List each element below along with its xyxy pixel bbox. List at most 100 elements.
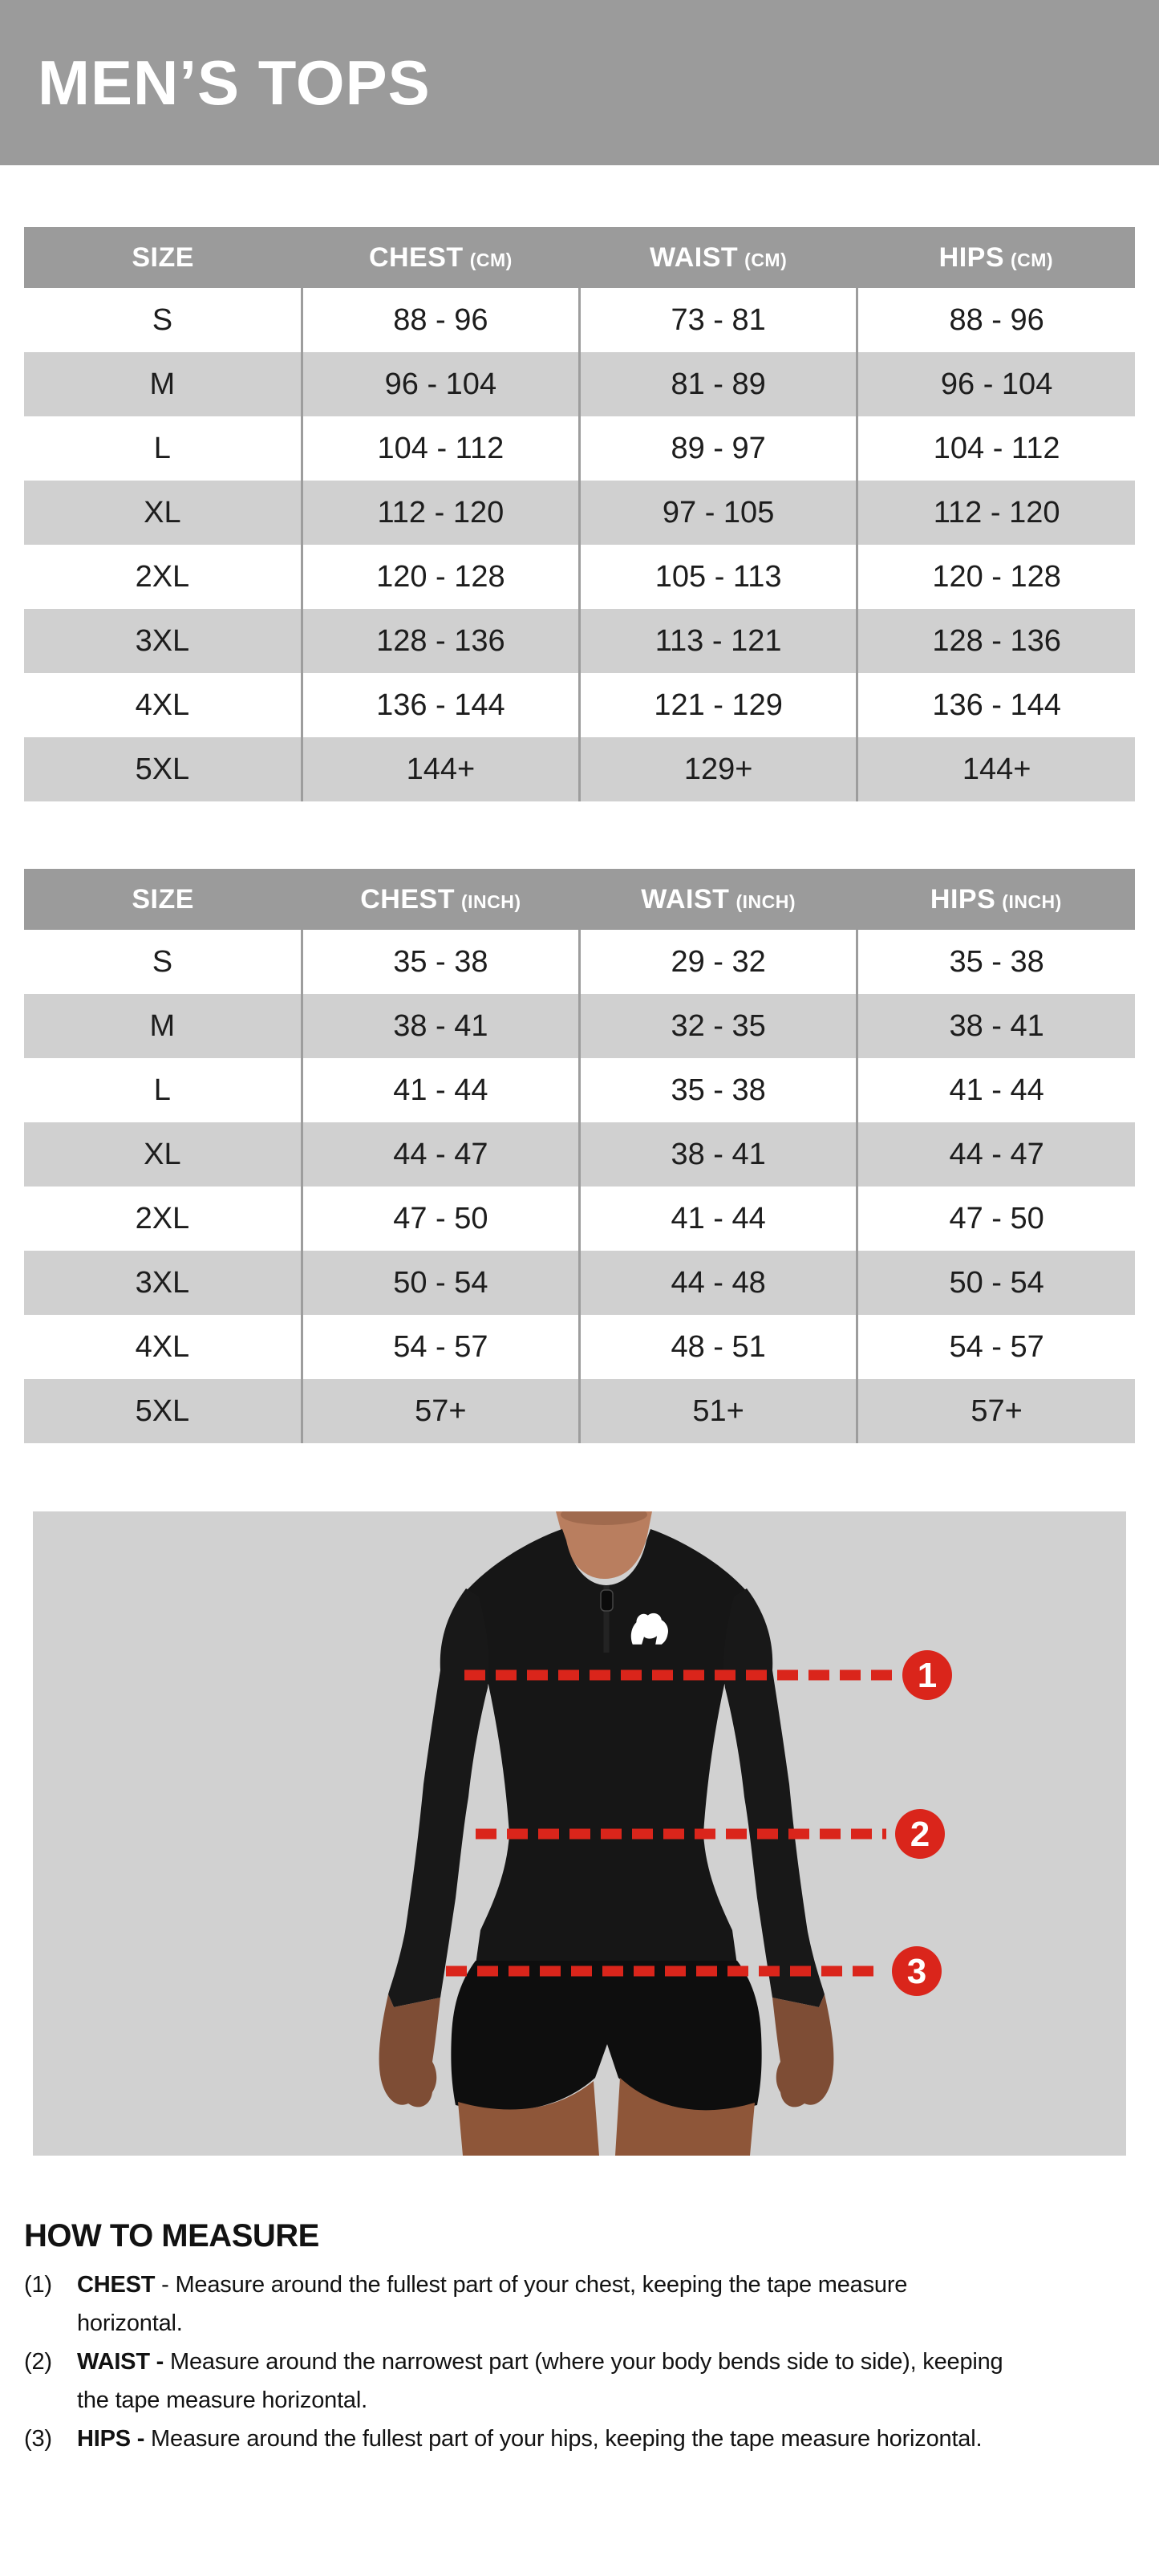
- waist-marker-badge: [895, 1809, 945, 1859]
- table-cell: 5XL: [135, 1393, 190, 1428]
- table-cell: M: [149, 1008, 176, 1043]
- table-cell: 81 - 89: [577, 352, 857, 416]
- instruction-number: (2): [24, 2349, 52, 2375]
- table-cell: 35 - 38: [577, 1058, 857, 1122]
- table-cell: 54 - 57: [300, 1315, 580, 1379]
- column-header-hips: HIPS (CM): [857, 227, 1135, 288]
- how-to-measure-heading: HOW TO MEASURE: [24, 2218, 319, 2253]
- table-cell: L: [153, 1073, 171, 1107]
- table-row-size-s: S 35 - 38 29 - 32 35 - 38: [24, 930, 1135, 994]
- table-cell: 50 - 54: [856, 1251, 1135, 1315]
- table-row-size-4xl: 4XL 54 - 57 48 - 51 54 - 57: [24, 1315, 1135, 1379]
- table-cell: 97 - 105: [577, 481, 857, 545]
- table-cell: 32 - 35: [577, 994, 857, 1058]
- table-cell: 104 - 112: [300, 416, 580, 481]
- table-cell: 47 - 50: [856, 1187, 1135, 1251]
- column-header-size: SIZE: [24, 869, 302, 930]
- instruction-text: HIPS - Measure around the fullest part o…: [77, 2426, 983, 2452]
- table-cell: 129+: [577, 737, 857, 801]
- table-cell: 4XL: [135, 1329, 190, 1364]
- table-cell: 5XL: [135, 752, 190, 786]
- table-cell: 57+: [300, 1379, 580, 1443]
- table-cell: 44 - 47: [856, 1122, 1135, 1187]
- title-band: MEN’S TOPS: [0, 0, 1159, 165]
- instruction-text: CHEST - Measure around the fullest part …: [77, 2272, 908, 2336]
- measure-instruction-1: (1) CHEST - Measure around the fullest pa…: [24, 2266, 1135, 2343]
- table-cell: 41 - 44: [300, 1058, 580, 1122]
- measure-instruction-2: (2) WAIST - Measure around the narrowest …: [24, 2343, 1135, 2420]
- shorts: [451, 1961, 762, 2112]
- gorilla-logo-icon: [630, 1613, 668, 1645]
- table-cell: 136 - 144: [300, 673, 580, 737]
- table-cell: 38 - 41: [856, 994, 1135, 1058]
- table-cell: S: [152, 302, 173, 337]
- table-cell: 128 - 136: [300, 609, 580, 673]
- table-cell: 57+: [856, 1379, 1135, 1443]
- column-header-chest: CHEST (INCH): [302, 869, 580, 930]
- instruction-number: (1): [24, 2272, 52, 2298]
- size-table-inch-header: SIZE CHEST (INCH) WAIST (INCH) HIPS (INCH): [24, 869, 1135, 930]
- chest-marker-badge: [902, 1650, 952, 1700]
- table-cell: 128 - 136: [856, 609, 1135, 673]
- table-cell: L: [153, 431, 171, 465]
- column-header-hips: HIPS (INCH): [857, 869, 1135, 930]
- column-header-chest: CHEST (CM): [302, 227, 580, 288]
- table-row-size-m: M 96 - 104 81 - 89 96 - 104: [24, 352, 1135, 416]
- model-left-hand: [379, 1994, 440, 2107]
- table-row-size-5xl: 5XL 144+ 129+ 144+: [24, 737, 1135, 801]
- table-cell: 47 - 50: [300, 1187, 580, 1251]
- how-to-measure-section: HOW TO MEASURE (1) CHEST - Measure around…: [24, 2218, 1135, 2458]
- table-cell: 35 - 38: [300, 930, 580, 994]
- table-cell: 35 - 38: [856, 930, 1135, 994]
- table-row-size-xl: XL 44 - 47 38 - 41 44 - 47: [24, 1122, 1135, 1187]
- table-row-size-3xl: 3XL 50 - 54 44 - 48 50 - 54: [24, 1251, 1135, 1315]
- column-header-waist: WAIST (CM): [579, 227, 857, 288]
- table-cell: 88 - 96: [300, 288, 580, 352]
- table-cell: 96 - 104: [856, 352, 1135, 416]
- table-cell: 44 - 48: [577, 1251, 857, 1315]
- how-to-measure-list: (1) CHEST - Measure around the fullest pa…: [24, 2266, 1135, 2458]
- table-cell: 41 - 44: [577, 1187, 857, 1251]
- zipper-pull: [600, 1589, 614, 1612]
- hips-marker-number: 3: [907, 1952, 926, 1991]
- table-row-size-2xl: 2XL 47 - 50 41 - 44 47 - 50: [24, 1187, 1135, 1251]
- chest-marker-number: 1: [918, 1656, 937, 1695]
- size-table-cm: SIZE CHEST (CM) WAIST (CM) HIPS (CM) S 88 - 96 7…: [24, 227, 1135, 801]
- table-row-size-s: S 88 - 96 73 - 81 88 - 96: [24, 288, 1135, 352]
- table-cell: 51+: [577, 1379, 857, 1443]
- table-cell: 144+: [856, 737, 1135, 801]
- column-header-size: SIZE: [24, 227, 302, 288]
- table-cell: 73 - 81: [577, 288, 857, 352]
- size-guide-model-photo: 1 2 3: [33, 1511, 1126, 2156]
- table-cell: 54 - 57: [856, 1315, 1135, 1379]
- table-cell: S: [152, 944, 173, 979]
- table-row-size-2xl: 2XL 120 - 128 105 - 113 120 - 128: [24, 545, 1135, 609]
- table-cell: 104 - 112: [856, 416, 1135, 481]
- model-neck: [556, 1511, 652, 1579]
- table-row-size-m: M 38 - 41 32 - 35 38 - 41: [24, 994, 1135, 1058]
- table-cell: 89 - 97: [577, 416, 857, 481]
- table-cell: 120 - 128: [300, 545, 580, 609]
- table-cell: XL: [144, 495, 181, 529]
- table-cell: 41 - 44: [856, 1058, 1135, 1122]
- table-cell: 2XL: [135, 1201, 190, 1235]
- table-cell: 121 - 129: [577, 673, 857, 737]
- table-row-size-l: L 104 - 112 89 - 97 104 - 112: [24, 416, 1135, 481]
- model-right-hand: [772, 1994, 834, 2107]
- table-cell: 44 - 47: [300, 1122, 580, 1187]
- table-cell: 112 - 120: [856, 481, 1135, 545]
- size-table-inch: SIZE CHEST (INCH) WAIST (INCH) HIPS (INCH) S 35…: [24, 869, 1135, 1443]
- table-row-size-3xl: 3XL 128 - 136 113 - 121 128 - 136: [24, 609, 1135, 673]
- chin-shadow: [561, 1511, 647, 1525]
- measurement-markers: 1 2 3: [446, 1650, 952, 1996]
- table-cell: 113 - 121: [577, 609, 857, 673]
- table-cell: 105 - 113: [577, 545, 857, 609]
- page-title: MEN’S TOPS: [38, 47, 431, 118]
- table-cell: 4XL: [135, 688, 190, 722]
- table-cell: 2XL: [135, 559, 190, 594]
- shirt-torso: [463, 1529, 750, 1965]
- table-cell: 144+: [300, 737, 580, 801]
- measure-instruction-3: (3) HIPS - Measure around the fullest par…: [24, 2420, 1135, 2458]
- hips-marker-badge: [892, 1946, 942, 1996]
- model-right-leg: [615, 2078, 755, 2156]
